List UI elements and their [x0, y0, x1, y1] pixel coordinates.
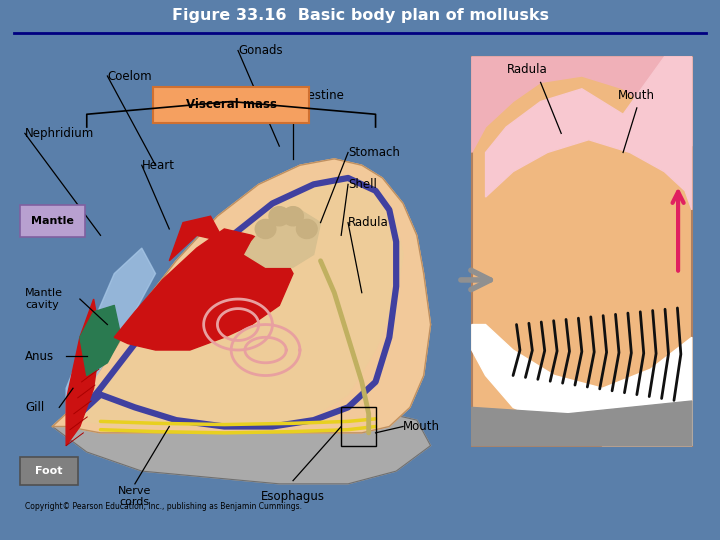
Text: Shell: Shell [348, 178, 377, 191]
Polygon shape [485, 57, 692, 210]
Polygon shape [472, 57, 692, 152]
Text: Mantle
cavity: Mantle cavity [25, 288, 63, 310]
Polygon shape [66, 299, 101, 446]
FancyBboxPatch shape [20, 457, 78, 485]
Text: Nephridium: Nephridium [25, 127, 94, 140]
Bar [472, 57, 692, 446]
Circle shape [269, 207, 289, 226]
Circle shape [255, 219, 276, 239]
Polygon shape [73, 178, 403, 427]
Circle shape [283, 207, 303, 226]
Text: Stomach: Stomach [348, 146, 400, 159]
Text: Nerve
cords: Nerve cords [118, 486, 152, 508]
Text: Gill: Gill [25, 401, 44, 414]
Text: Radula: Radula [348, 216, 389, 229]
Text: Coelom: Coelom [107, 70, 152, 83]
Polygon shape [80, 306, 121, 375]
Polygon shape [53, 407, 431, 484]
Polygon shape [66, 248, 156, 414]
Text: Mantle: Mantle [31, 215, 74, 226]
Text: Copyright© Pearson Education, Inc., publishing as Benjamin Cummings.: Copyright© Pearson Education, Inc., publ… [25, 502, 302, 511]
FancyBboxPatch shape [20, 205, 85, 237]
Text: Gonads: Gonads [238, 44, 283, 57]
Circle shape [297, 219, 317, 239]
FancyBboxPatch shape [153, 87, 309, 123]
Text: Intestine: Intestine [293, 89, 345, 102]
Text: Foot: Foot [35, 466, 63, 476]
Polygon shape [169, 216, 225, 261]
Text: Heart: Heart [142, 159, 175, 172]
Polygon shape [245, 210, 320, 267]
Text: Visceral mass: Visceral mass [186, 98, 276, 111]
Text: Esophagus: Esophagus [261, 490, 325, 503]
Polygon shape [472, 401, 692, 445]
Text: Mouth: Mouth [403, 420, 440, 433]
Text: Anus: Anus [25, 350, 54, 363]
Polygon shape [53, 159, 431, 433]
Text: Figure 33.16  Basic body plan of mollusks: Figure 33.16 Basic body plan of mollusks [171, 8, 549, 23]
Text: Mouth: Mouth [618, 89, 655, 102]
Bar [341, 407, 376, 446]
Polygon shape [472, 325, 692, 445]
Polygon shape [114, 229, 293, 350]
Text: Radula: Radula [506, 63, 547, 76]
